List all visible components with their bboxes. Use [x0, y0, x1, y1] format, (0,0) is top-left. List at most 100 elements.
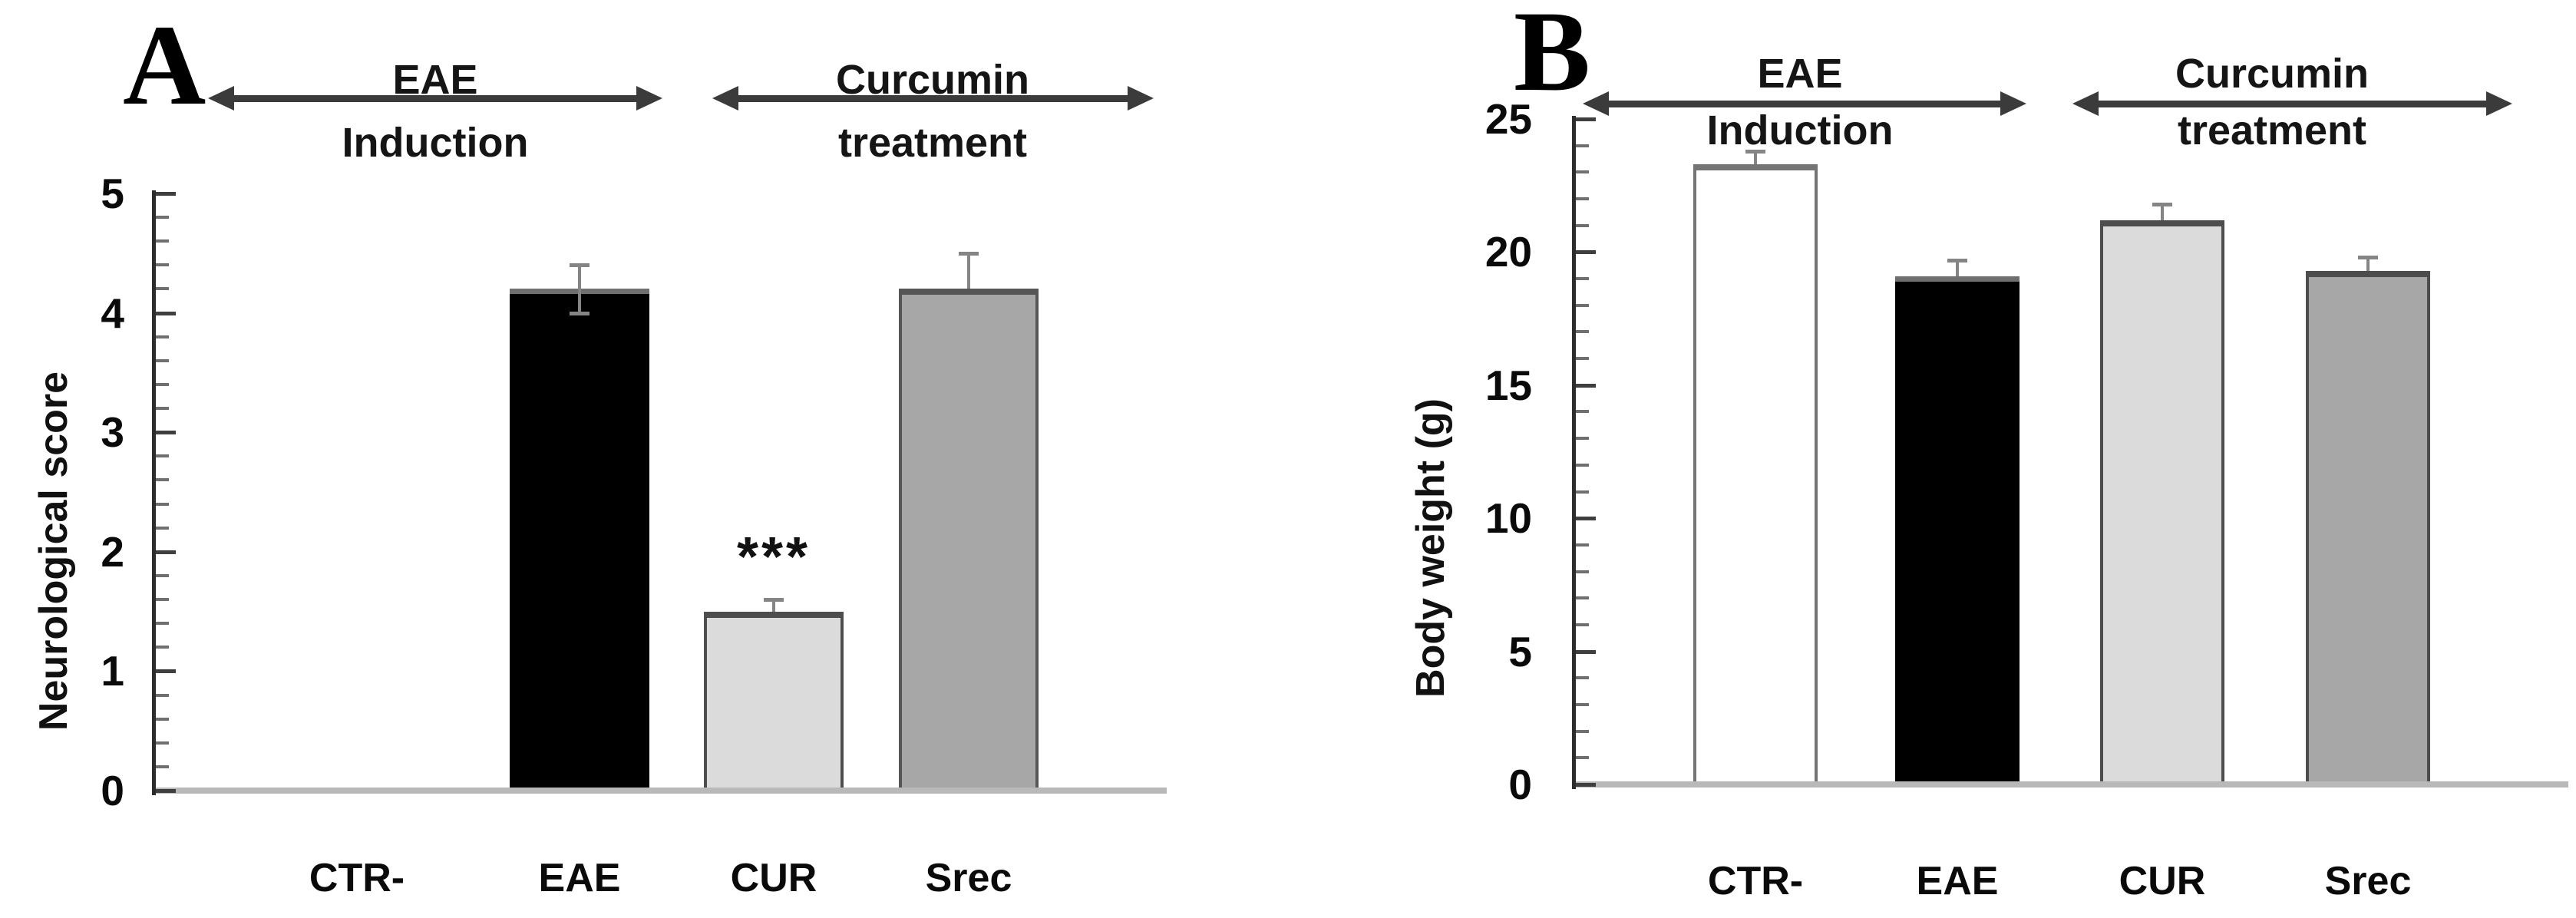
y-axis-minor-tick — [1576, 756, 1589, 760]
error-bar-eae — [578, 265, 581, 313]
y-axis-minor-tick — [156, 263, 169, 267]
arrow-left-head-icon — [1583, 91, 1609, 116]
group-arrow-label-bottom: Induction — [342, 120, 529, 166]
bar-srec — [2306, 270, 2430, 784]
arrow-right-head-icon — [2000, 91, 2026, 116]
y-axis-tick-label: 3 — [101, 408, 124, 457]
panel-a-group-arrow-line — [223, 95, 647, 102]
y-axis-minor-tick — [1576, 622, 1589, 626]
group-arrow-label-bottom: treatment — [2177, 107, 2367, 154]
y-axis-minor-tick — [1576, 543, 1589, 547]
y-axis-minor-tick — [1576, 303, 1589, 307]
y-axis-minor-tick — [156, 622, 169, 626]
y-axis-minor-tick — [1576, 144, 1589, 147]
y-axis-minor-tick — [1576, 570, 1589, 573]
bar-eae — [510, 289, 649, 791]
error-bar-cap-top — [764, 598, 784, 603]
y-axis-minor-tick — [1576, 490, 1589, 494]
category-label-eae: EAE — [1916, 859, 1999, 903]
group-arrow-label-bottom: Induction — [1706, 107, 1894, 154]
y-axis-major-tick — [1576, 517, 1596, 521]
group-arrow-label-top: Curcumin — [835, 57, 1030, 103]
y-axis-tick-label: 10 — [1485, 494, 1532, 543]
bar-eae — [1895, 276, 2020, 784]
y-axis-tick-label: 0 — [1508, 761, 1532, 808]
y-axis-major-tick — [1576, 649, 1596, 654]
panel-b-letter: B — [1514, 0, 1591, 115]
y-axis-tick-label: 5 — [101, 170, 124, 217]
y-axis-minor-tick — [156, 693, 169, 697]
error-bar-cap-top — [959, 251, 979, 256]
significance-stars: *** — [736, 527, 811, 589]
arrow-right-head-icon — [636, 86, 662, 111]
y-axis-minor-tick — [156, 717, 169, 721]
error-bar-cap-top — [2358, 256, 2378, 260]
y-axis-major-tick — [1576, 117, 1596, 121]
y-axis-minor-tick — [1576, 170, 1589, 174]
y-axis-minor-tick — [156, 502, 169, 506]
group-arrow-label-top: EAE — [1757, 51, 1843, 97]
error-bar-srec — [2366, 257, 2370, 271]
y-axis-major-tick — [156, 550, 176, 554]
group-arrow-label-bottom: treatment — [837, 120, 1028, 166]
panel-a-group-arrow-line — [728, 95, 1138, 102]
y-axis-major-tick — [156, 789, 176, 793]
category-label-srec: Srec — [925, 856, 1012, 900]
y-axis-minor-tick — [1576, 437, 1589, 441]
error-bar-eae — [1956, 259, 1959, 276]
error-bar-cap-top — [1947, 258, 1967, 263]
y-axis-major-tick — [1576, 783, 1596, 787]
error-bar-cap-top — [1745, 149, 1765, 154]
y-axis-tick-label: 25 — [1485, 95, 1532, 143]
y-axis-tick-label: 5 — [1508, 627, 1532, 675]
y-axis-minor-tick — [1576, 463, 1589, 467]
panel-b-group-arrow-line — [2088, 101, 2497, 107]
y-axis-minor-tick — [1576, 410, 1589, 414]
y-axis-minor-tick — [156, 216, 169, 220]
arrow-left-head-icon — [208, 86, 234, 111]
bar-cur — [2100, 220, 2224, 784]
y-axis-minor-tick — [156, 382, 169, 386]
y-axis-tick-label: 2 — [101, 527, 124, 576]
arrow-right-head-icon — [2486, 91, 2512, 116]
bar-ctr- — [1693, 163, 1818, 784]
y-axis-tick-label: 15 — [1485, 361, 1532, 409]
x-axis-baseline — [1575, 781, 2568, 788]
y-axis-minor-tick — [156, 358, 169, 362]
error-bar-srec — [967, 253, 970, 289]
y-axis-minor-tick — [156, 239, 169, 243]
y-axis-minor-tick — [156, 407, 169, 411]
y-axis-minor-tick — [156, 335, 169, 338]
y-axis-minor-tick — [1576, 702, 1589, 706]
y-axis-minor-tick — [1576, 277, 1589, 281]
bar-cur — [704, 611, 844, 791]
y-axis-minor-tick — [156, 598, 169, 602]
error-bar-cur — [2161, 203, 2164, 220]
category-label-ctr-: CTR- — [309, 856, 405, 900]
panel-a-letter: A — [123, 2, 206, 129]
y-axis-minor-tick — [156, 526, 169, 530]
category-label-cur: CUR — [2119, 859, 2206, 903]
category-label-srec: Srec — [2324, 859, 2412, 903]
y-axis-minor-tick — [156, 764, 169, 768]
y-axis-minor-tick — [156, 287, 169, 291]
arrow-right-head-icon — [1128, 86, 1154, 111]
y-axis-line — [1572, 116, 1576, 789]
y-axis-minor-tick — [1576, 729, 1589, 733]
bar-srec — [899, 289, 1039, 791]
arrow-left-head-icon — [2072, 91, 2099, 116]
category-label-cur: CUR — [730, 856, 817, 900]
category-label-eae: EAE — [538, 856, 621, 900]
y-axis-minor-tick — [1576, 676, 1589, 680]
y-axis-minor-tick — [156, 646, 169, 649]
y-axis-minor-tick — [156, 478, 169, 482]
arrow-left-head-icon — [712, 86, 738, 111]
y-axis-tick-label: 4 — [101, 289, 124, 337]
y-axis-minor-tick — [1576, 223, 1589, 227]
y-axis-major-tick — [156, 431, 176, 435]
y-axis-line — [152, 190, 156, 795]
y-axis-tick-label: 20 — [1485, 228, 1532, 276]
